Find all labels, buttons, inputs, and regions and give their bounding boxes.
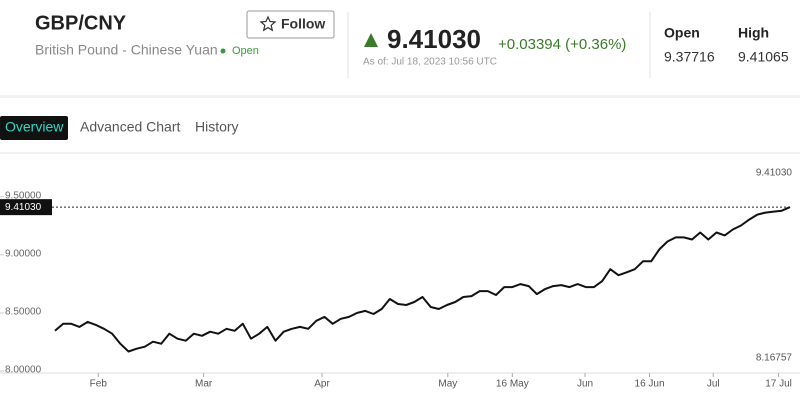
status-dot (220, 48, 226, 54)
x-tick-label: 16 May (496, 379, 529, 390)
price: 9.41030 (387, 24, 481, 54)
y-tick-label: 9.00000 (5, 248, 42, 259)
x-tick-label: Apr (314, 379, 330, 390)
price-line (54, 206, 791, 353)
follow-text[interactable]: Follow (281, 16, 325, 32)
active-tab-bg[interactable] (0, 116, 68, 140)
status: Open (232, 45, 259, 57)
header-shadow (0, 95, 800, 98)
x-tick-label: 17 Jul (765, 379, 792, 390)
min-label: 8.16757 (756, 353, 793, 364)
x-tick-label: May (438, 379, 457, 390)
x-tick-label: Jun (577, 379, 593, 390)
x-tick-label: Jul (707, 379, 720, 390)
as-of: As of: Jul 18, 2023 10:56 UTC (363, 57, 497, 68)
y-tick-label: 8.00000 (5, 365, 42, 376)
current-label: 9.41030 (5, 202, 42, 213)
symbol: GBP/CNY (35, 12, 127, 34)
max-label: 9.41030 (756, 168, 793, 179)
header-bg (0, 0, 800, 95)
stat-value: 9.37716 (664, 49, 715, 65)
x-tick-label: Feb (90, 379, 108, 390)
x-tick-label: 16 Jun (635, 379, 665, 390)
stat-label: Open (664, 25, 700, 41)
follow-button[interactable]: Follow (246, 10, 335, 39)
y-tick-label: 8.50000 (5, 307, 42, 318)
current-box (0, 199, 52, 216)
stat-value: 9.41065 (738, 49, 789, 65)
star-icon (259, 15, 277, 32)
y-tick-label: 9.50000 (5, 190, 42, 201)
change: +0.03394 (+0.36%) (498, 36, 626, 53)
tab[interactable]: Advanced Chart (80, 119, 181, 135)
tab[interactable]: History (195, 119, 239, 135)
pair-name: British Pound - Chinese Yuan (35, 42, 218, 58)
tab[interactable]: Overview (5, 119, 64, 135)
stat-label: High (738, 25, 769, 41)
x-tick-label: Mar (195, 379, 213, 390)
up-arrow (364, 33, 378, 47)
